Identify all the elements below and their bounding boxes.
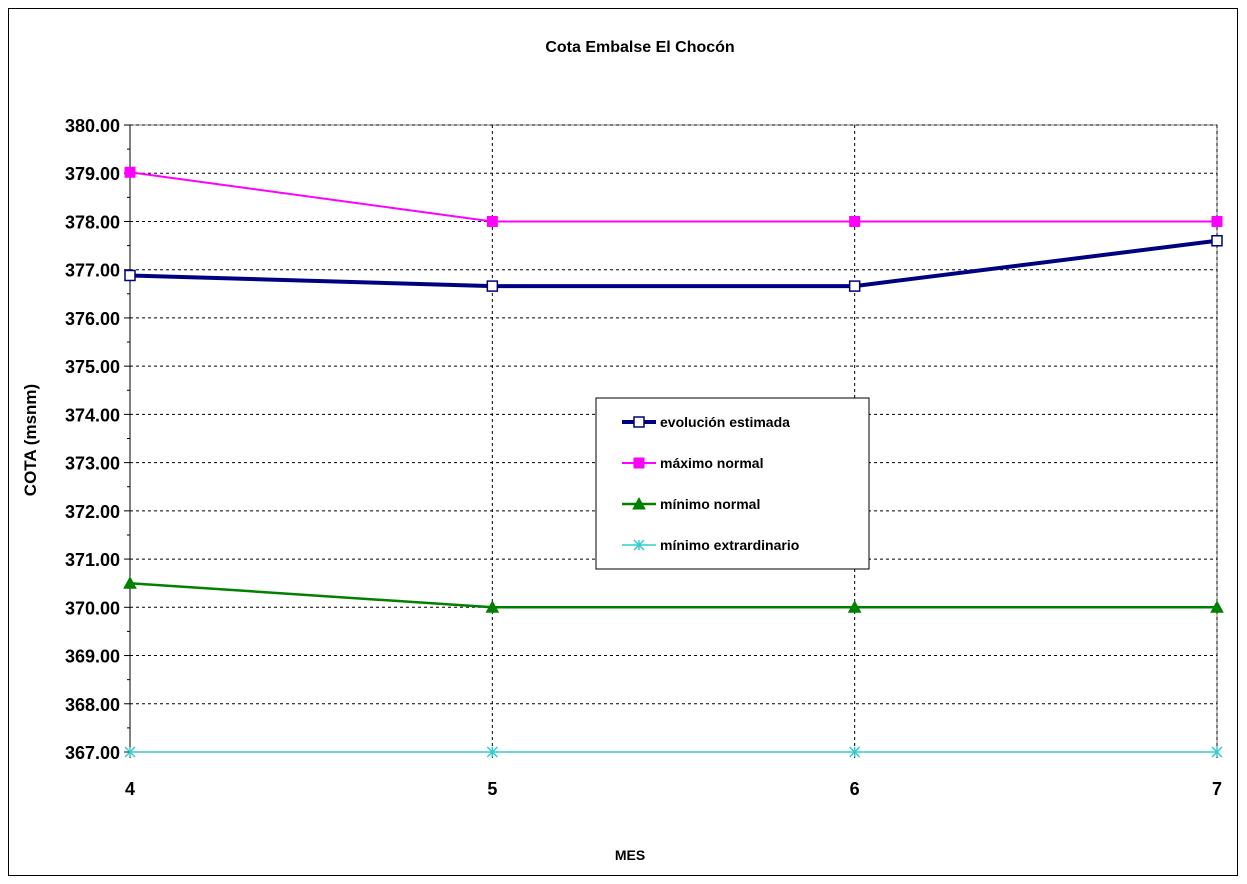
y-tick-label: 373.00 [65,454,120,474]
y-tick-label: 375.00 [65,357,120,377]
x-tick-label: 7 [1212,779,1222,799]
data-point-marker [849,746,861,758]
legend: evolución estimada máximo normal mínimo no… [595,397,870,570]
x-tick-label: 6 [850,779,860,799]
y-tick-label: 380.00 [65,116,120,136]
data-point-marker [486,746,498,758]
y-axis-label: COTA (msnm) [21,384,40,496]
data-point-marker [633,416,645,428]
data-point-marker [124,746,136,758]
legend-label: mínimo extrardinario [660,537,799,553]
data-point-marker [124,269,136,282]
y-tick-label: 369.00 [65,647,120,667]
x-axis-label: MES [615,847,645,863]
data-point-marker [486,215,498,227]
y-tick-label: 367.00 [65,743,120,763]
y-tick-label: 370.00 [65,598,120,618]
series-group [123,166,1224,758]
x-tick-label: 4 [125,779,135,799]
data-point-marker [1211,215,1223,227]
data-point-marker [633,457,645,469]
chart-title: Cota Embalse El Chocón [545,39,734,56]
x-tick-label: 5 [487,779,497,799]
data-point-marker [849,215,861,227]
legend-label: evolución estimada [660,414,790,430]
data-point-marker [632,496,646,510]
y-tick-label: 368.00 [65,695,120,715]
y-tick-label: 379.00 [65,164,120,184]
y-tick-label: 374.00 [65,405,120,425]
legend-label: mínimo normal [660,496,760,512]
series-line [129,581,1217,609]
data-point-marker [1210,600,1224,613]
data-point-marker [847,600,862,613]
y-tick-label: 371.00 [65,550,120,570]
y-tick-label: 372.00 [65,502,120,522]
y-tick-label: 378.00 [65,212,120,232]
series-line [129,238,1218,289]
data-point-marker [633,539,645,551]
data-point-marker [124,166,136,178]
legend-label: máximo normal [660,455,763,471]
y-tick-label: 376.00 [65,309,120,329]
series-line [129,171,1217,223]
data-point-marker [1211,235,1223,247]
grid-lines [130,124,1218,752]
data-point-marker [485,600,500,613]
data-point-marker [486,280,499,292]
y-tick-label: 377.00 [65,261,120,281]
data-point-marker [1211,746,1223,758]
data-point-marker [848,280,861,292]
tick-labels: 367.00 368.00 369.00 370.00 371.00 372.00 373.… [65,116,1222,799]
data-point-marker [123,576,137,589]
